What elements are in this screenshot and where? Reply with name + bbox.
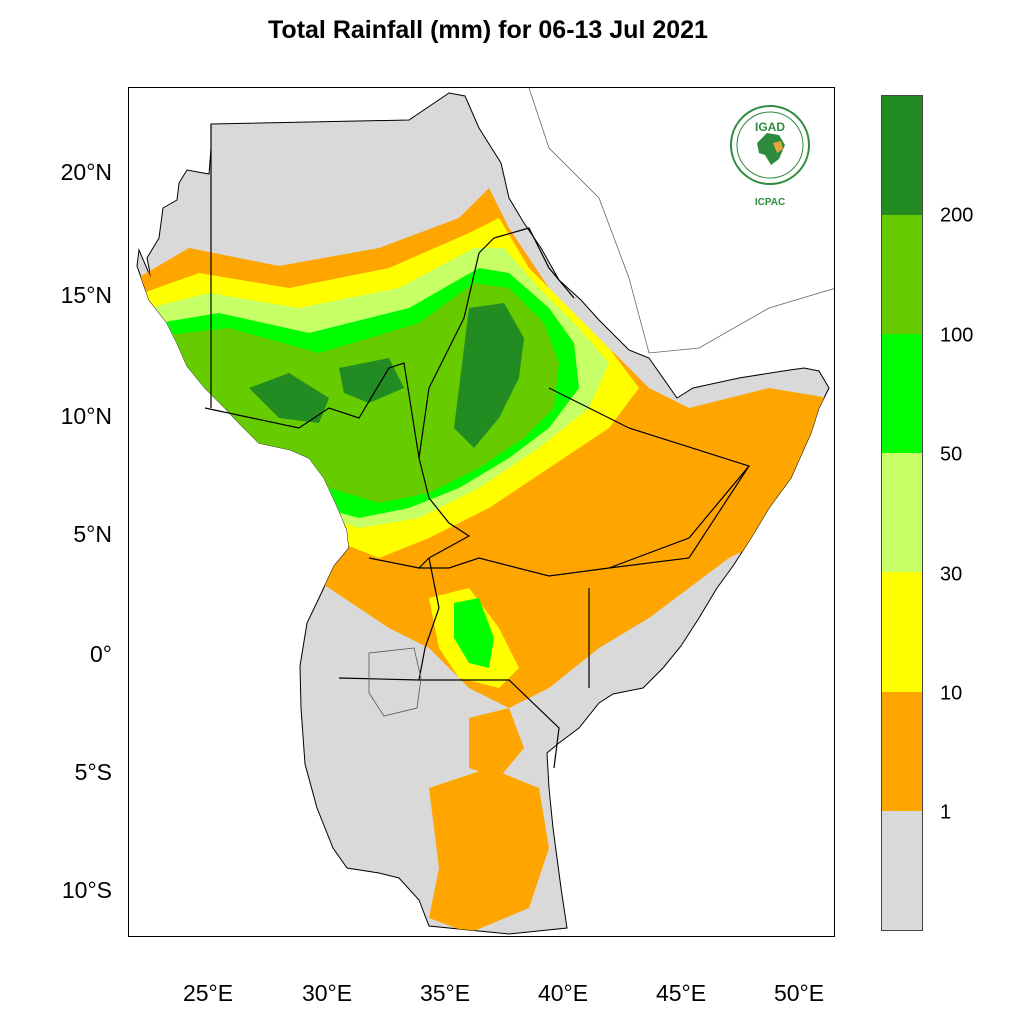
igad-emblem-icon: IGAD ICPAC <box>727 103 813 211</box>
lat-tick-20n: 20°N <box>60 159 112 185</box>
colorbar-segment-100-200 <box>882 215 922 334</box>
lon-tick-35e: 35°E <box>419 980 471 1006</box>
arabian-coast <box>528 88 834 354</box>
map-title: Total Rainfall (mm) for 06-13 Jul 2021 <box>268 16 708 44</box>
map-canvas <box>136 88 834 935</box>
colorbar-label-100: 100 <box>940 324 974 347</box>
colorbar-label-50: 50 <box>940 443 963 466</box>
rainfall-field <box>137 188 829 933</box>
colorbar-label-10: 10 <box>940 682 963 705</box>
lat-tick-15n: 15°N <box>60 282 112 308</box>
colorbar-label-200: 200 <box>940 204 974 227</box>
rainfall-map <box>128 87 835 937</box>
colorbar-segment-200plus <box>882 96 922 215</box>
lat-tick-10n: 10°N <box>60 403 112 429</box>
lat-tick-10s: 10°S <box>61 877 112 903</box>
country-borders <box>204 124 751 769</box>
colorbar-segment-1-10 <box>882 692 922 811</box>
lon-tick-40e: 40°E <box>537 980 589 1006</box>
lon-tick-50e: 50°E <box>773 980 825 1006</box>
colorbar-segment-10-30 <box>882 572 922 692</box>
lat-tick-5s: 5°S <box>74 759 112 785</box>
logo-text: IGAD <box>755 120 785 134</box>
lake-victoria <box>368 647 422 717</box>
lat-tick-5n: 5°N <box>73 521 112 547</box>
rainfall-colorbar <box>881 95 923 931</box>
colorbar-label-30: 30 <box>940 563 963 586</box>
lon-tick-25e: 25°E <box>182 980 234 1006</box>
colorbar-label-1: 1 <box>940 801 952 824</box>
colorbar-segment-50-100 <box>882 334 922 453</box>
colorbar-segment-below-1 <box>882 811 922 930</box>
lon-tick-30e: 30°E <box>301 980 353 1006</box>
colorbar-segment-30-50 <box>882 453 922 572</box>
lat-tick-equator: 0° <box>90 641 112 667</box>
lon-tick-45e: 45°E <box>655 980 707 1006</box>
logo-caption: ICPAC <box>755 197 785 208</box>
